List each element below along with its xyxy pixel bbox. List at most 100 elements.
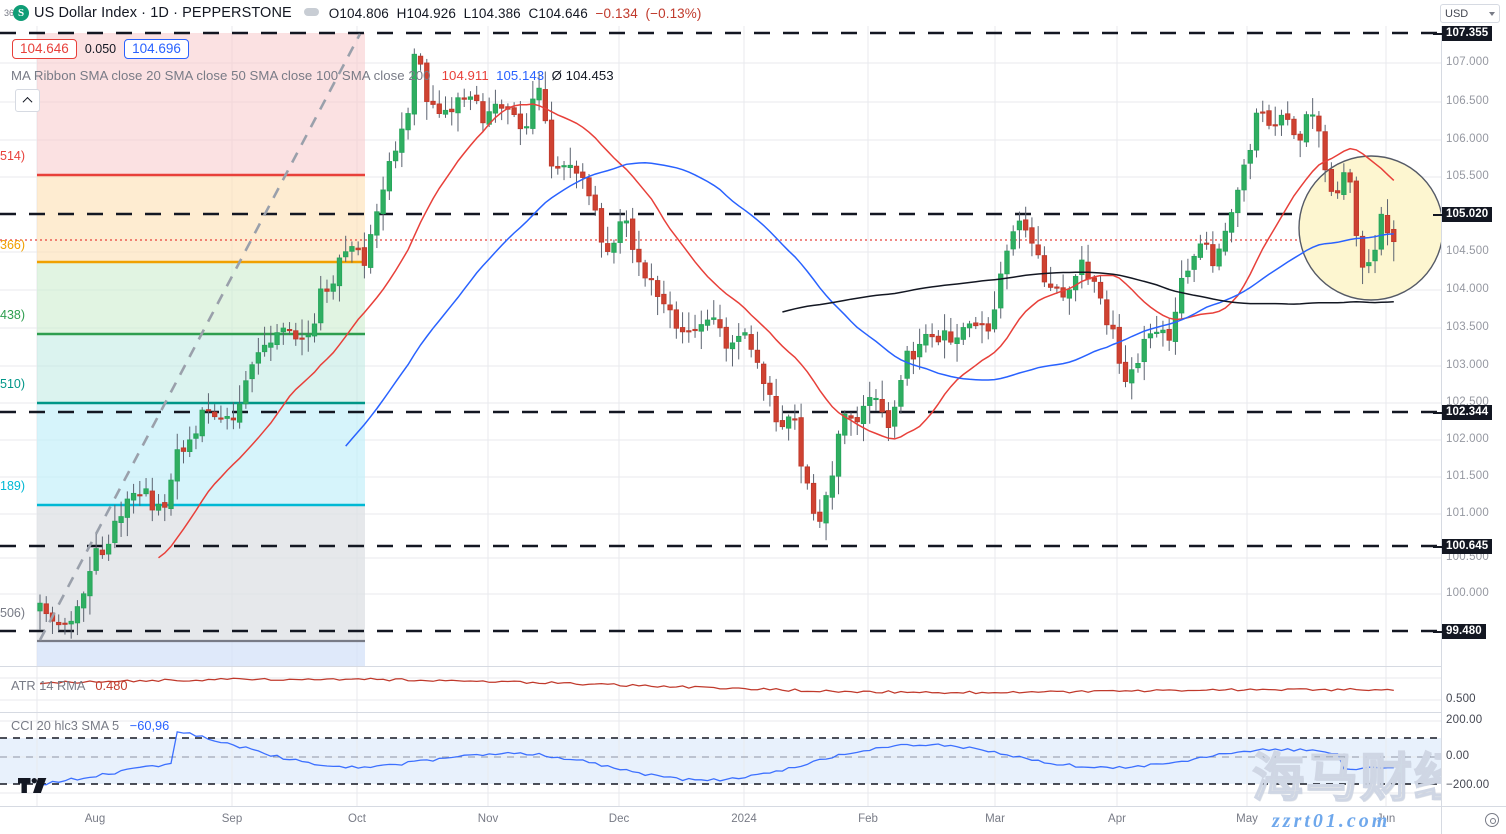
fib-zone (37, 262, 365, 334)
indicator-price-tick: −200.00 (1446, 779, 1490, 791)
ohlc-change-percent: (−0.13%) (645, 5, 702, 21)
candle-body (1110, 324, 1116, 330)
candle-body (212, 411, 218, 418)
candle-body (143, 488, 149, 495)
atr-legend[interactable]: ATR 14 RMA 0.480 (11, 678, 127, 693)
candle-body (973, 322, 979, 327)
candle-body (430, 100, 436, 105)
candle-body (1203, 242, 1210, 245)
candle-body (954, 337, 960, 344)
collapse-pane-button[interactable] (15, 89, 40, 112)
price-level-tick (1433, 546, 1442, 548)
ma-ribbon-legend[interactable]: MA Ribbon SMA close 20 SMA close 50 SMA … (11, 68, 614, 83)
candle-body (149, 490, 155, 511)
price-level-badge[interactable]: 107.355 (1433, 26, 1493, 41)
candle-body (761, 363, 767, 384)
price-level-badge[interactable]: 105.020 (1433, 207, 1493, 222)
candle-body (137, 494, 143, 497)
bid-price[interactable]: 104.646 (12, 39, 77, 59)
ask-price[interactable]: 104.696 (124, 39, 189, 59)
spread-value: 0.050 (84, 42, 117, 56)
candle-body (1016, 220, 1023, 231)
cci-legend-title: CCI 20 hlc3 SMA 5 (11, 718, 120, 733)
candle-body (848, 415, 854, 419)
candle-body (1097, 281, 1104, 299)
chart-settings-icon[interactable] (1485, 813, 1499, 827)
atr-pane[interactable] (0, 666, 1441, 712)
cci-legend[interactable]: CCI 20 hlc3 SMA 5 −60,96 (11, 718, 169, 733)
candle-body (1266, 110, 1272, 126)
candle-body (499, 104, 505, 109)
candle-body (367, 234, 374, 268)
toggle-pill-icon[interactable] (303, 8, 319, 16)
price-tick: 103.500 (1446, 321, 1489, 333)
candle-body (1303, 114, 1310, 143)
ohlc-open-value: 104.806 (339, 5, 389, 21)
candle-body (81, 593, 87, 609)
currency-select[interactable]: USD (1440, 4, 1500, 23)
price-tick: 101.500 (1446, 470, 1489, 482)
price-pane[interactable] (0, 26, 1444, 666)
candle-body (929, 333, 935, 338)
candle-body (118, 516, 124, 523)
cci-pane[interactable] (0, 712, 1441, 806)
price-tick: 103.000 (1446, 359, 1489, 371)
candle-body (711, 317, 717, 320)
candle-body (1141, 338, 1147, 363)
price-scale[interactable]: 107.000 106.500 106.000 105.500 104.500 104.0… (1433, 26, 1506, 806)
candle-body (1378, 213, 1384, 250)
candle-body (785, 416, 792, 429)
time-scale[interactable]: Aug Sep Oct Nov Dec 2024 Feb Mar Apr May Jun (0, 806, 1506, 834)
candle-body (1079, 259, 1085, 276)
highlight-ellipse[interactable] (1298, 155, 1444, 301)
candle-body (112, 520, 118, 544)
candle-body (517, 113, 524, 130)
candle-body (1023, 219, 1029, 231)
price-tick: 104.000 (1446, 283, 1489, 295)
candle-body (1359, 235, 1366, 268)
candle-body (1316, 115, 1322, 132)
sma-50-line (345, 162, 1394, 447)
candle-body (548, 119, 555, 167)
candle-body (835, 433, 842, 477)
candle-body (941, 330, 948, 341)
candle-body (910, 350, 917, 360)
chevron-up-icon (22, 96, 33, 107)
trendline-dashed[interactable] (38, 33, 362, 641)
candle-body (948, 331, 954, 343)
pane-divider-atr[interactable] (0, 666, 1441, 667)
price-level-badge[interactable]: 99.480 (1433, 624, 1486, 639)
candle-body (617, 221, 623, 243)
candle-body (1116, 326, 1122, 364)
candle-body (580, 171, 586, 178)
tradingview-logo-icon[interactable] (18, 776, 48, 800)
candle-body (873, 397, 879, 401)
candle-body (318, 288, 324, 324)
symbol-title[interactable]: US Dollar Index · 1D · PEPPERSTONE (34, 5, 292, 21)
price-level-badge[interactable]: 100.645 (1433, 539, 1493, 554)
candle-body (648, 278, 655, 281)
candle-body (1285, 113, 1291, 120)
candle-body (424, 62, 430, 102)
candle-body (804, 466, 810, 484)
candlestick-series[interactable] (37, 48, 1397, 639)
candle-body (966, 323, 973, 329)
price-level-badge[interactable]: 102.344 (1433, 405, 1493, 420)
candle-body (1160, 329, 1166, 334)
candle-body (867, 397, 873, 406)
candle-body (1241, 164, 1247, 191)
candle-body (904, 350, 910, 379)
candle-body (455, 97, 461, 114)
atr-line (39, 677, 1394, 695)
chart-header: 36 S US Dollar Index · 1D · PEPPERSTONE … (0, 0, 1506, 26)
candle-body (1091, 277, 1097, 282)
pane-divider-cci[interactable] (0, 712, 1441, 713)
candle-body (68, 620, 74, 625)
candle-body (661, 293, 667, 305)
candle-body (224, 416, 230, 419)
ohlc-low-value: 104.386 (471, 5, 521, 21)
candle-body (205, 409, 212, 412)
fib-level-label: 514) (0, 149, 26, 163)
candle-body (392, 150, 399, 162)
candle-body (1010, 231, 1016, 250)
